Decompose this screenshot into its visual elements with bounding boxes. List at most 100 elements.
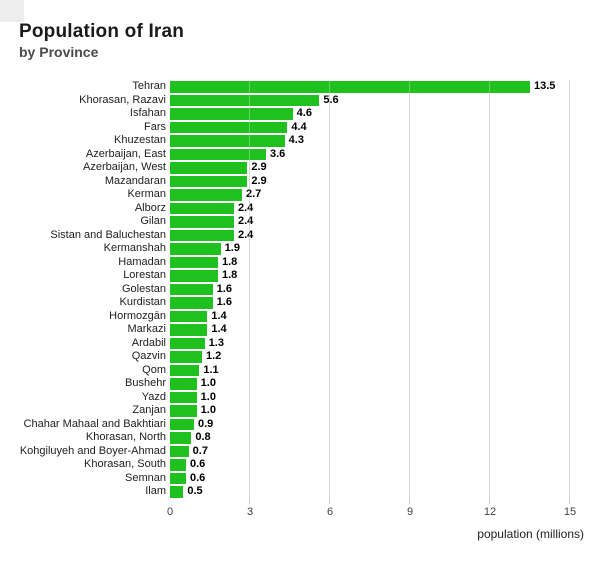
bar (170, 202, 234, 214)
category-label: Mazandaran (104, 174, 166, 187)
bar (170, 297, 213, 309)
bar-row: Lorestan 1.8 (0, 269, 605, 283)
gridline-overlay-6 (329, 80, 330, 498)
bar-row: Sistan and Baluchestan 2.4 (0, 229, 605, 243)
category-label: Zanjan (132, 404, 166, 416)
bar (170, 432, 192, 444)
bar (170, 283, 213, 295)
value-label: 3.6 (270, 147, 286, 160)
bar (170, 418, 194, 430)
bar (170, 189, 242, 201)
value-label: 1.8 (222, 255, 238, 268)
value-label: 0.7 (192, 444, 208, 457)
bar-row: Ilam 0.5 (0, 485, 605, 499)
bar (170, 364, 200, 376)
gridline-6 (329, 80, 330, 504)
bar (170, 351, 202, 363)
bar (170, 337, 205, 349)
bar-row: Ardabil 1.3 (0, 337, 605, 351)
category-label: Qazvin (131, 350, 166, 362)
value-label: 0.9 (198, 417, 214, 430)
category-label: Tehran (132, 80, 166, 92)
bar (170, 121, 288, 133)
value-label: 2.4 (238, 215, 254, 227)
value-label: 2.4 (238, 228, 254, 241)
bar (170, 216, 234, 228)
bar (170, 486, 184, 498)
value-label: 1.9 (224, 242, 240, 254)
bar (170, 378, 197, 390)
category-label: Hamadan (118, 255, 166, 268)
category-label: Ardabil (131, 336, 166, 349)
bar (170, 445, 189, 457)
category-label: Lorestan (123, 269, 166, 281)
bar-row: Golestan 1.6 (0, 283, 605, 297)
bar-row: Khorasan, North 0.8 (0, 431, 605, 445)
category-label: Kermanshah (103, 242, 166, 254)
x-tick-label-9: 9 (406, 506, 414, 518)
bar (170, 148, 266, 160)
category-label: Bushehr (125, 377, 166, 389)
bar (170, 162, 248, 174)
gridline-3 (249, 80, 250, 504)
category-label: Markazi (127, 323, 166, 335)
bar-row: Kohgiluyeh and Boyer-Ahmad 0.7 (0, 445, 605, 459)
category-label: Gilan (140, 215, 166, 227)
bar (170, 94, 320, 106)
bar-row: Semnan 0.6 (0, 472, 605, 486)
bar-row: Fars 4.4 (0, 121, 605, 135)
category-label: Semnan (125, 471, 166, 484)
bar-row: Qom 1.1 (0, 364, 605, 378)
gridline-overlay-3 (249, 80, 250, 498)
bar-row: Zanjan 1.0 (0, 404, 605, 418)
bar-row: Khuzestan 4.3 (0, 134, 605, 148)
bar-row: Azerbaijan, East 3.6 (0, 148, 605, 162)
bar-row: Kurdistan 1.6 (0, 296, 605, 310)
x-axis-tick-labels: 0 3 6 9 12 15 (167, 506, 576, 520)
bar (170, 81, 530, 93)
gridline-overlay-15 (569, 80, 570, 498)
value-label: 0.8 (195, 431, 211, 443)
x-tick-label-3: 3 (246, 506, 254, 518)
category-label: Ilam (145, 485, 166, 497)
value-label: 1.1 (203, 363, 219, 376)
corner-artifact (0, 0, 24, 22)
bar (170, 270, 218, 282)
bar-row: Markazi 1.4 (0, 323, 605, 337)
bar (170, 243, 221, 255)
bar (170, 324, 208, 336)
value-label: 4.4 (291, 120, 307, 133)
category-label: Chahar Mahaal and Bakhtiari (23, 417, 166, 430)
bar-row: Yazd 1.0 (0, 391, 605, 405)
bar-row: Bushehr 1.0 (0, 377, 605, 391)
x-tick-label-0: 0 (166, 506, 174, 518)
value-label: 1.4 (211, 309, 227, 322)
gridline-15 (569, 80, 570, 504)
category-label: Khorasan, South (84, 458, 166, 470)
category-label: Khuzestan (114, 134, 166, 146)
gridlines-layer (170, 80, 571, 504)
bar (170, 472, 186, 484)
category-label: Sistan and Baluchestan (50, 228, 166, 241)
category-label: Alborz (134, 201, 166, 214)
value-label: 5.6 (323, 93, 339, 106)
chart-title: Population of Iran (19, 21, 185, 42)
category-label: Kurdistan (119, 296, 166, 308)
category-label: Isfahan (129, 107, 166, 119)
bar-row: Tehran 13.5 (0, 80, 605, 94)
bar-row: Gilan 2.4 (0, 215, 605, 229)
value-label: 13.5 (534, 80, 556, 92)
category-label: Hormozgān (109, 309, 166, 322)
gridline-overlay-layer (170, 80, 571, 498)
value-label: 1.0 (200, 390, 216, 403)
x-tick-label-6: 6 (326, 506, 334, 518)
category-label: Qom (142, 363, 166, 376)
bar-row: Qazvin 1.2 (0, 350, 605, 364)
category-label: Fars (144, 120, 166, 133)
category-label: Azerbaijan, West (83, 161, 166, 173)
category-label: Yazd (141, 390, 166, 403)
bar (170, 229, 234, 241)
value-label: 4.6 (296, 107, 312, 119)
value-label: 1.8 (222, 269, 238, 281)
